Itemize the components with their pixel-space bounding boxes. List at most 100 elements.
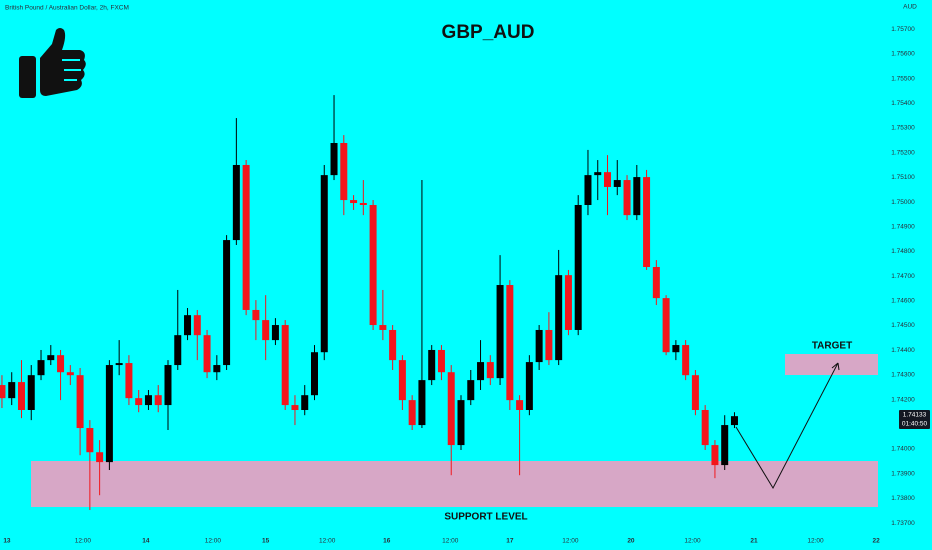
candle-body xyxy=(594,172,602,176)
candle-body xyxy=(242,164,250,310)
candle-body xyxy=(486,362,494,379)
candle-body xyxy=(428,349,436,381)
candle-body xyxy=(408,400,416,426)
y-tick-label: 1.75200 xyxy=(891,149,915,156)
y-tick-label: 1.73900 xyxy=(891,470,915,477)
y-tick-label: 1.75400 xyxy=(891,100,915,107)
candle-body xyxy=(721,425,729,466)
icon-sleeve xyxy=(19,56,36,98)
target-label: TARGET xyxy=(812,341,852,352)
candle-body xyxy=(281,325,289,406)
candle-body xyxy=(174,335,182,366)
y-tick-label: 1.74200 xyxy=(891,396,915,403)
candle-body xyxy=(437,349,445,373)
candle-body xyxy=(389,329,397,361)
x-tick-label: 20 xyxy=(627,538,635,545)
candle-body xyxy=(27,375,35,410)
candle-body xyxy=(369,205,377,326)
candle-body xyxy=(125,363,133,399)
candle-body xyxy=(105,365,113,463)
y-tick-label: 1.74500 xyxy=(891,322,915,329)
candle-body xyxy=(506,285,514,401)
candle-body xyxy=(672,345,680,353)
candle-body xyxy=(17,382,25,410)
thumbs-up-icon xyxy=(19,28,86,98)
icon-fingers xyxy=(62,59,81,81)
candle-body xyxy=(467,380,475,401)
candle-body xyxy=(320,175,328,353)
currency-label: AUD xyxy=(903,4,917,11)
target-zone xyxy=(785,354,878,375)
candle-body xyxy=(633,177,641,216)
y-tick-label: 1.75700 xyxy=(891,26,915,33)
last-price: 1.74133 xyxy=(903,412,927,419)
candle-body xyxy=(555,275,563,361)
last-price-box xyxy=(899,410,930,429)
candle-body xyxy=(213,365,221,373)
candle-body xyxy=(262,320,270,341)
axes: 1.75700 1.75600 1.75500 1.75400 1.75300 1.752… xyxy=(3,26,915,545)
x-tick-label: 12:00 xyxy=(205,538,222,545)
candle-body xyxy=(310,352,318,396)
support-label: SUPPORT LEVEL xyxy=(444,512,527,523)
y-tick-label: 1.74800 xyxy=(891,248,915,255)
candle-body xyxy=(584,175,592,205)
y-tick-label: 1.74300 xyxy=(891,372,915,379)
candle-body xyxy=(76,375,84,429)
x-tick-label: 12:00 xyxy=(807,538,824,545)
y-tick-label: 1.75100 xyxy=(891,174,915,181)
x-tick-label: 12:00 xyxy=(442,538,459,545)
y-tick-label: 1.75300 xyxy=(891,125,915,132)
candle-body xyxy=(398,360,406,401)
candle-body xyxy=(96,452,104,463)
candle-body xyxy=(682,345,690,376)
candle-body xyxy=(535,329,543,363)
y-tick-label: 1.73700 xyxy=(891,520,915,527)
candle-body xyxy=(66,372,74,376)
candle-body xyxy=(564,275,572,330)
candle-body xyxy=(0,385,6,399)
candle-body xyxy=(691,375,699,410)
candle-body xyxy=(47,355,55,361)
candle-body xyxy=(184,315,192,336)
candle-body xyxy=(154,395,162,406)
candle-body xyxy=(37,360,45,376)
y-tick-label: 1.75600 xyxy=(891,51,915,58)
countdown: 01:40:50 xyxy=(902,421,928,428)
x-tick-label: 21 xyxy=(750,538,758,545)
y-tick-label: 1.74600 xyxy=(891,298,915,305)
candle-body xyxy=(223,240,231,366)
candle-body xyxy=(271,325,279,341)
candle-body xyxy=(340,143,348,201)
y-tick-label: 1.75500 xyxy=(891,75,915,82)
candle-body xyxy=(359,203,367,205)
x-tick-label: 12:00 xyxy=(562,538,579,545)
y-tick-label: 1.75000 xyxy=(891,199,915,206)
candle-body xyxy=(193,315,201,336)
x-tick-label: 15 xyxy=(262,538,270,545)
candle-body xyxy=(701,410,709,446)
x-tick-label: 13 xyxy=(3,538,11,545)
y-tick-label: 1.74900 xyxy=(891,223,915,230)
candle-body xyxy=(457,400,465,446)
x-tick-label: 12:00 xyxy=(684,538,701,545)
x-tick-label: 12:00 xyxy=(319,538,336,545)
candle-body xyxy=(613,180,621,187)
x-tick-label: 17 xyxy=(506,538,514,545)
support-zone xyxy=(31,461,878,507)
candle-body xyxy=(135,398,143,406)
projection-arrow xyxy=(735,362,839,490)
candle-body xyxy=(643,177,651,267)
candle-body xyxy=(86,428,94,453)
candle-body xyxy=(604,172,612,187)
candle-body xyxy=(8,382,16,399)
candle-body xyxy=(203,335,211,373)
candle-body xyxy=(447,372,455,446)
chart-title: GBP_AUD xyxy=(442,22,535,43)
candle-body xyxy=(232,164,240,241)
candle-body xyxy=(516,400,524,410)
candle-body xyxy=(57,355,65,373)
x-tick-label: 14 xyxy=(142,538,150,545)
y-tick-label: 1.74000 xyxy=(891,446,915,453)
